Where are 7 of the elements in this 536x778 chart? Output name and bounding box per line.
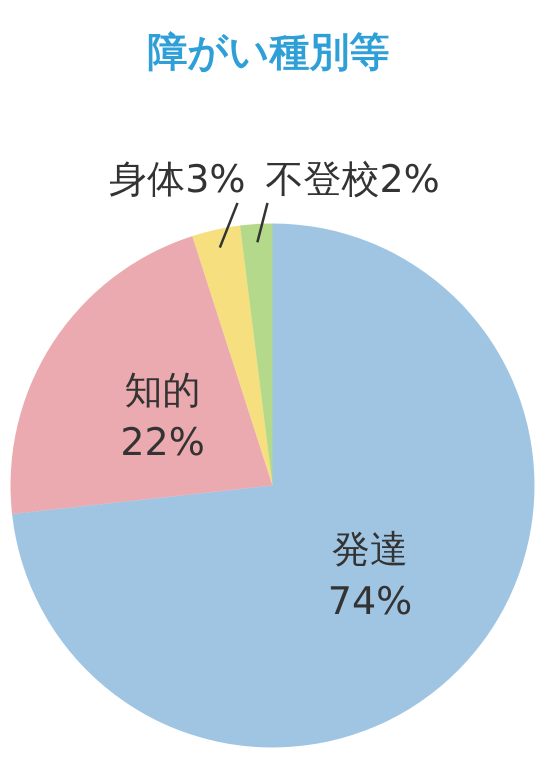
slice-label: 不登校2% xyxy=(266,156,440,201)
data-label: 74% xyxy=(328,578,412,623)
data-label: 22% xyxy=(120,420,205,464)
slice-label: 発達 xyxy=(332,526,408,571)
slice-label: 知的 xyxy=(124,368,201,412)
slice-label: 身体3% xyxy=(109,156,246,201)
chart-title: 障がい種別等 xyxy=(148,30,390,76)
